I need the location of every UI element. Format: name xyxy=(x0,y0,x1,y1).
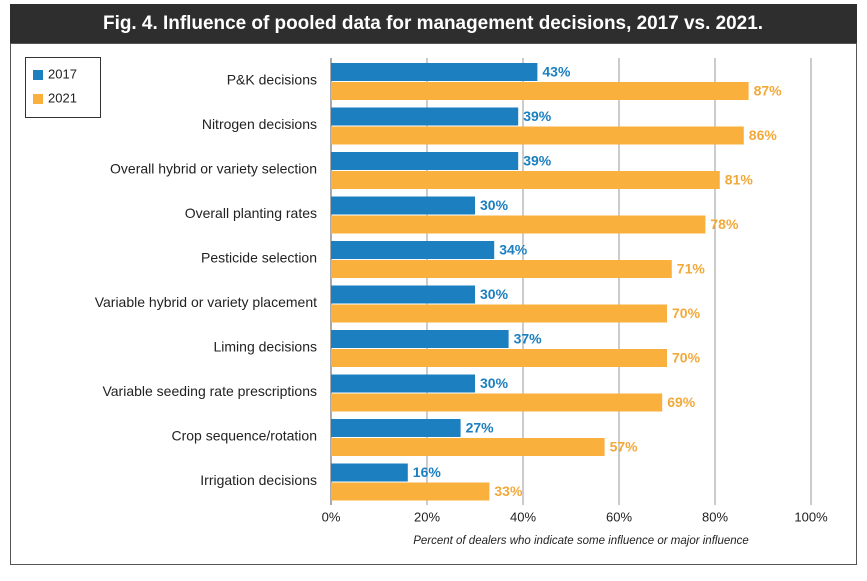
bar xyxy=(331,349,667,367)
x-tick-label: 20% xyxy=(414,509,440,524)
y-tick-label: Nitrogen decisions xyxy=(202,116,317,132)
bar xyxy=(331,438,605,456)
title-bar xyxy=(10,4,857,43)
value-label: 71% xyxy=(677,261,706,277)
value-label: 87% xyxy=(754,83,783,99)
value-label: 57% xyxy=(610,439,639,455)
value-label: 30% xyxy=(480,375,509,391)
bar xyxy=(331,241,495,259)
y-tick-label: Overall hybrid or variety selection xyxy=(110,161,317,177)
legend-label: 2021 xyxy=(48,90,77,105)
bar xyxy=(331,126,744,145)
bar xyxy=(331,285,475,304)
chart-frame xyxy=(10,43,857,565)
y-tick-label: Irrigation decisions xyxy=(200,472,317,488)
bar xyxy=(331,330,509,348)
value-label: 30% xyxy=(480,286,509,302)
value-label: 37% xyxy=(514,331,543,347)
bar xyxy=(331,82,749,100)
legend-label: 2017 xyxy=(48,66,77,81)
bar xyxy=(331,304,667,323)
bar xyxy=(331,374,475,393)
bar xyxy=(331,482,490,501)
bar xyxy=(331,152,519,170)
bar xyxy=(331,393,663,412)
value-label: 78% xyxy=(710,216,739,232)
x-tick-label: 40% xyxy=(510,509,536,524)
y-tick-label: P&K decisions xyxy=(227,72,317,88)
chart-title: Fig. 4. Influence of pooled data for man… xyxy=(103,13,763,34)
x-tick-label: 80% xyxy=(702,509,728,524)
bar xyxy=(331,419,461,437)
value-label: 69% xyxy=(667,394,696,410)
y-tick-label: Overall planting rates xyxy=(185,205,317,221)
bar xyxy=(331,215,706,234)
legend-box xyxy=(25,57,101,118)
value-label: 39% xyxy=(523,153,552,169)
x-tick-label: 60% xyxy=(606,509,632,524)
value-label: 43% xyxy=(542,64,571,80)
bar xyxy=(331,260,672,278)
y-tick-label: Crop sequence/rotation xyxy=(171,428,317,444)
x-axis-label: Percent of dealers who indicate some inf… xyxy=(413,535,749,547)
value-label: 81% xyxy=(725,172,754,188)
bar xyxy=(331,463,408,482)
value-label: 30% xyxy=(480,197,509,213)
value-label: 27% xyxy=(466,420,495,436)
y-tick-label: Variable seeding rate prescriptions xyxy=(102,383,317,399)
value-label: 33% xyxy=(494,483,523,499)
value-label: 86% xyxy=(749,127,778,143)
y-tick-label: Variable hybrid or variety placement xyxy=(95,294,317,310)
y-tick-label: Liming decisions xyxy=(214,339,318,355)
value-label: 34% xyxy=(499,242,528,258)
value-label: 39% xyxy=(523,108,552,124)
bar xyxy=(331,107,519,126)
x-tick-label: 100% xyxy=(794,509,828,524)
legend-marker xyxy=(33,70,43,80)
value-label: 70% xyxy=(672,305,701,321)
x-tick-label: 0% xyxy=(322,509,341,524)
bar xyxy=(331,63,538,81)
bar xyxy=(331,196,475,215)
value-label: 70% xyxy=(672,350,701,366)
bar xyxy=(331,171,720,189)
value-label: 16% xyxy=(413,464,442,480)
y-tick-label: Pesticide selection xyxy=(201,250,317,266)
legend-marker xyxy=(33,94,43,104)
